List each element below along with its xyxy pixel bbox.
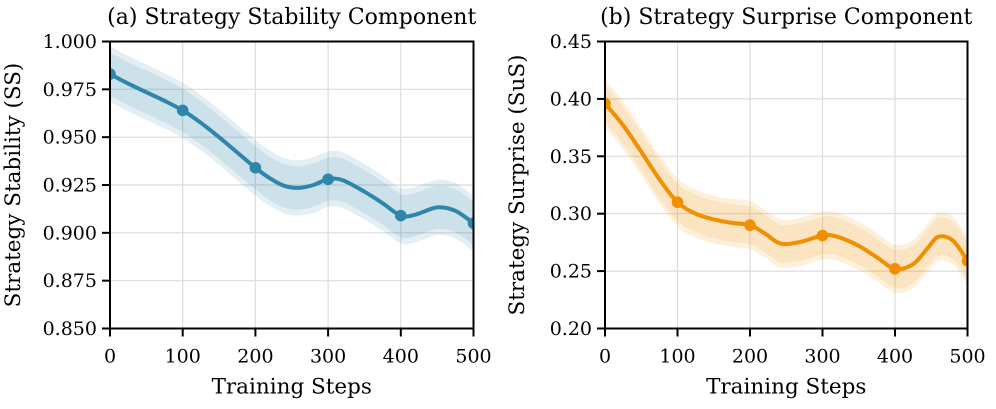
plot-area xyxy=(110,46,474,252)
data-point xyxy=(816,229,829,242)
y-tick-label: 0.925 xyxy=(43,175,97,197)
data-point xyxy=(176,104,189,117)
tick-marks xyxy=(102,40,475,337)
y-tick-label: 0.30 xyxy=(550,203,592,225)
x-tick-label: 100 xyxy=(165,346,201,368)
plot-area xyxy=(605,79,968,294)
confidence-band-outer xyxy=(605,79,968,294)
panel-a: 0 100 200 300 400 500 0.850 0.875 0.900 0.925 0.95… xyxy=(1,5,492,400)
x-tick-label: 300 xyxy=(804,346,840,368)
x-tick-label: 400 xyxy=(383,346,419,368)
x-tick-label: 200 xyxy=(732,346,768,368)
data-point xyxy=(322,173,334,186)
y-axis-label: Strategy Surprise (SuS) xyxy=(505,54,530,315)
data-point xyxy=(744,219,756,231)
y-tick-label: 0.35 xyxy=(550,146,592,168)
tick-marks xyxy=(597,40,969,337)
y-tick-label: 0.20 xyxy=(550,318,592,340)
series-line xyxy=(605,101,968,272)
x-tick-label: 0 xyxy=(599,346,611,368)
data-point xyxy=(671,196,684,209)
x-tick-label: 500 xyxy=(949,346,985,368)
x-tick-label: 400 xyxy=(877,346,913,368)
y-tick-label: 0.875 xyxy=(43,270,97,292)
panel-b: 0 100 200 300 400 500 0.20 0.25 0.30 0.35 0.40 0.45… xyxy=(505,5,986,400)
x-axis-label: Training Steps xyxy=(706,375,866,400)
y-tick-label: 1.000 xyxy=(43,31,97,53)
x-axis-label: Training Steps xyxy=(212,375,372,400)
plot-frame xyxy=(604,40,969,330)
data-point xyxy=(110,68,116,80)
x-tick-label: 100 xyxy=(659,346,695,368)
y-tick-label: 0.25 xyxy=(550,261,592,283)
data-point xyxy=(961,254,968,267)
y-tick-label: 0.975 xyxy=(43,79,97,101)
x-tick-label: 200 xyxy=(237,346,273,368)
series-line xyxy=(110,72,474,226)
x-tick-label: 500 xyxy=(455,346,491,368)
chart-title: (a) Strategy Stability Component xyxy=(107,5,476,30)
y-tick-label: 0.950 xyxy=(43,127,97,149)
data-point xyxy=(467,217,474,230)
x-tick-label: 300 xyxy=(310,346,346,368)
y-axis-label: Strategy Stability (SS) xyxy=(1,63,26,308)
data-point xyxy=(395,209,407,222)
data-point xyxy=(605,97,611,110)
x-tick-label: 0 xyxy=(104,346,116,368)
data-point xyxy=(889,263,901,275)
y-tick-label: 0.900 xyxy=(43,222,97,244)
data-point xyxy=(249,161,262,174)
confidence-band-inner xyxy=(605,84,968,288)
confidence-band-outer xyxy=(110,46,474,252)
chart-title: (b) Strategy Surprise Component xyxy=(600,5,972,30)
y-tick-label: 0.40 xyxy=(550,88,592,110)
y-tick-label: 0.45 xyxy=(550,31,592,53)
y-tick-label: 0.850 xyxy=(43,318,97,340)
confidence-band-inner xyxy=(110,52,474,245)
